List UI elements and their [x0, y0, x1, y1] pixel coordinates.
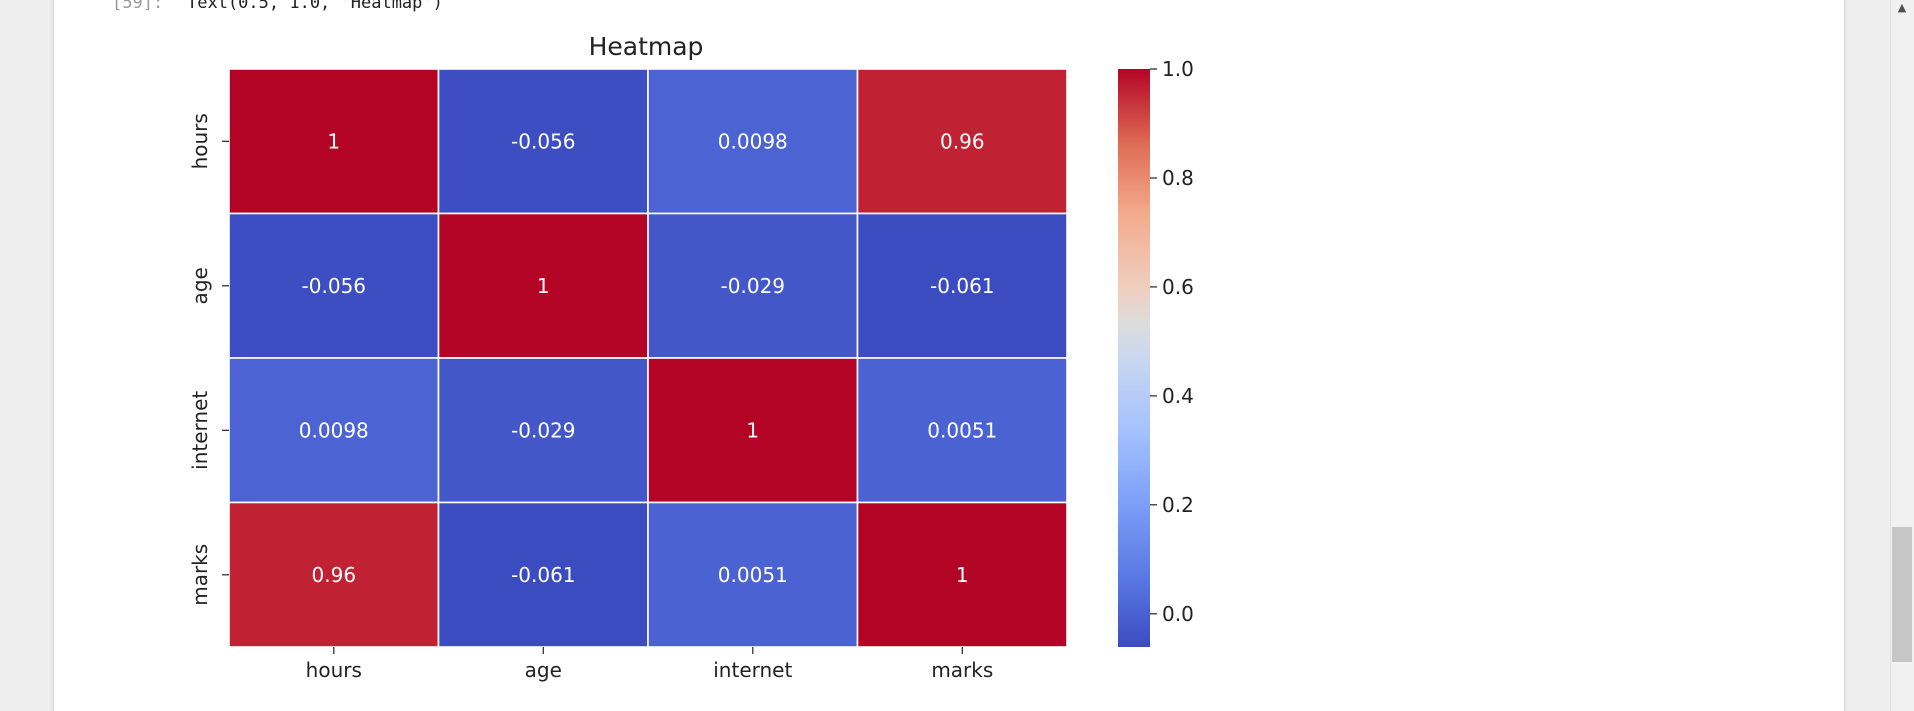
- x-tick-label-marks: marks: [931, 658, 993, 682]
- heatmap-cell-hours-marks: [856, 68, 1068, 215]
- heatmap-annotation-internet-hours: 0.0098: [299, 418, 369, 442]
- heatmap-annotation-hours-internet: 0.0098: [718, 129, 788, 153]
- heatmap-cell-internet-hours: [228, 357, 440, 504]
- heatmap-axes: hours age internet marks hours age internet mar…: [188, 113, 993, 682]
- y-tick-label-internet: internet: [188, 391, 212, 470]
- x-tick-label-hours: hours: [306, 658, 362, 682]
- heatmap-cell-hours-internet: [647, 68, 859, 215]
- heatmap-cells: [228, 68, 1068, 648]
- colorbar-tick-label-0.4: 0.4: [1162, 384, 1194, 408]
- heatmap-annotation-age-age: 1: [537, 274, 550, 298]
- heatmap-cell-internet-age: [437, 357, 649, 504]
- heatmap-cell-marks-hours: [228, 501, 440, 648]
- colorbar: 0.0 0.2 0.4 0.6 0.8 1.0: [1118, 57, 1194, 647]
- colorbar-tick-label-0.8: 0.8: [1162, 166, 1194, 190]
- x-tick-label-age: age: [525, 658, 562, 682]
- heatmap-annotation-internet-internet: 1: [746, 418, 759, 442]
- heatmap-annotation-internet-marks: 0.0051: [927, 418, 997, 442]
- heatmap-annotation-age-hours: -0.056: [302, 274, 366, 298]
- vertical-scrollbar-thumb[interactable]: [1892, 527, 1912, 662]
- chart-title: Heatmap: [589, 32, 704, 61]
- heatmap-cell-age-hours: [228, 212, 440, 359]
- heatmap-annotations: 1 -0.056 0.0098 0.96 -0.056 1 -0.029 -0.061 0.00…: [299, 129, 997, 587]
- y-tick-label-hours: hours: [188, 113, 212, 169]
- heatmap-annotation-age-internet: -0.029: [721, 274, 785, 298]
- heatmap-annotation-marks-internet: 0.0051: [718, 563, 788, 587]
- heatmap-cell-marks-marks: [856, 501, 1068, 648]
- heatmap-cell-internet-marks: [856, 357, 1068, 504]
- colorbar-tick-label-1.0: 1.0: [1162, 57, 1194, 81]
- heatmap-cell-age-internet: [647, 212, 859, 359]
- colorbar-tick-label-0.6: 0.6: [1162, 275, 1194, 299]
- heatmap-annotation-hours-hours: 1: [327, 129, 340, 153]
- y-tick-label-age: age: [188, 267, 212, 304]
- colorbar-tick-label-0.0: 0.0: [1162, 602, 1194, 626]
- heatmap-annotation-marks-age: -0.061: [511, 563, 575, 587]
- output-text: Text(0.5, 1.0, 'Heatmap'): [187, 0, 443, 13]
- heatmap-annotation-age-marks: -0.061: [930, 274, 994, 298]
- heatmap-annotation-hours-marks: 0.96: [940, 129, 985, 153]
- y-tick-label-marks: marks: [188, 544, 212, 606]
- heatmap-cell-internet-internet: [647, 357, 859, 504]
- x-tick-label-internet: internet: [713, 658, 792, 682]
- heatmap-annotation-marks-marks: 1: [956, 563, 969, 587]
- colorbar-gradient: [1118, 69, 1150, 647]
- scroll-up-icon[interactable]: ▲: [1897, 1, 1907, 14]
- heatmap-annotation-internet-age: -0.029: [511, 418, 575, 442]
- output-prompt: [59]:: [112, 0, 164, 13]
- heatmap-cell-hours-age: [437, 68, 649, 215]
- heatmap-annotation-marks-hours: 0.96: [312, 563, 357, 587]
- heatmap-annotation-hours-age: -0.056: [511, 129, 575, 153]
- colorbar-tick-label-0.2: 0.2: [1162, 493, 1194, 517]
- heatmap-cell-age-age: [437, 212, 649, 359]
